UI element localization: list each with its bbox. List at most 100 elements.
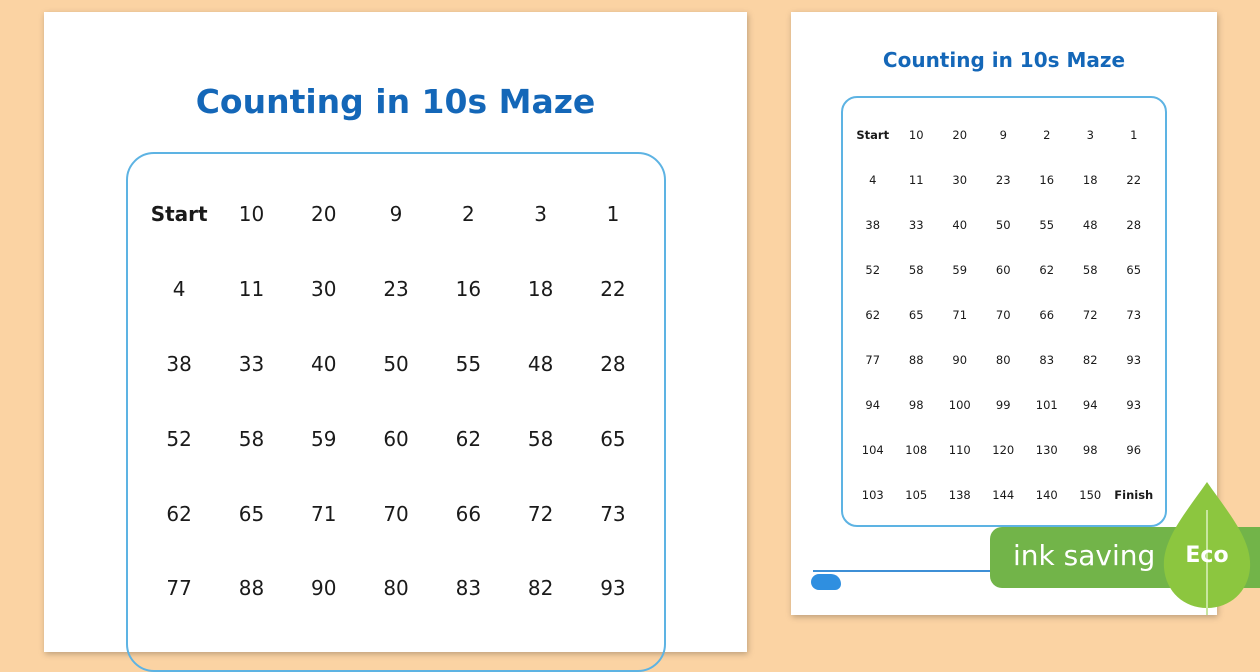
maze-cell: 98 — [1082, 442, 1098, 457]
maze-finish-cell: Finish — [1114, 487, 1154, 502]
maze-cell: 103 — [861, 487, 884, 502]
maze-cell: 20 — [952, 127, 968, 142]
maze-cell: 22 — [1126, 172, 1142, 187]
maze-cell: 140 — [1035, 487, 1058, 502]
maze-cell: 30 — [311, 277, 337, 302]
maze-cell: 18 — [1082, 172, 1098, 187]
maze-cell: 71 — [311, 501, 337, 526]
maze-cell: 65 — [1126, 262, 1142, 277]
maze-cell: 66 — [455, 501, 482, 526]
maze-cell: 33 — [238, 351, 265, 376]
ink-saving-label: ink saving — [1013, 539, 1156, 572]
maze-cell: 48 — [527, 351, 554, 376]
maze-cell: 105 — [905, 487, 928, 502]
maze-cell: 90 — [952, 352, 968, 367]
maze-cell: 58 — [527, 426, 554, 451]
maze-cell: 99 — [995, 397, 1011, 412]
maze-cell: 11 — [908, 172, 924, 187]
maze-cell: 90 — [311, 576, 337, 601]
maze-cell: 38 — [865, 217, 881, 232]
maze-cell: 72 — [527, 501, 554, 526]
maze-cell: 58 — [1082, 262, 1098, 277]
maze-cell: 4 — [172, 277, 186, 302]
maze-cell: 94 — [1082, 397, 1098, 412]
maze-cell: 98 — [908, 397, 924, 412]
maze-cell: 1 — [1130, 127, 1138, 142]
maze-cell: 3 — [534, 202, 547, 227]
maze-cell: 65 — [908, 307, 924, 322]
maze-start-cell: Start — [150, 202, 208, 227]
maze-cell: 11 — [238, 277, 265, 302]
maze-cell: 55 — [1039, 217, 1055, 232]
maze-cell: 59 — [311, 426, 337, 451]
maze-cell: 38 — [166, 351, 192, 376]
maze-cell: 93 — [1126, 352, 1142, 367]
maze-cell: 77 — [865, 352, 881, 367]
maze-cell: 9 — [999, 127, 1007, 142]
maze-cell: 23 — [383, 277, 409, 302]
maze-grid: Start 10 20 9 2 3 1 4 11 30 23 16 18 22 38 33 40 50 55 48 28… — [851, 112, 1156, 517]
maze-cell: 55 — [455, 351, 482, 376]
maze-cell: 62 — [865, 307, 881, 322]
maze-cell: 10 — [238, 202, 265, 227]
maze-cell: 48 — [1082, 217, 1098, 232]
maze-cell: 40 — [952, 217, 968, 232]
maze-grid: Start 10 20 9 2 3 1 4 11 30 23 16 18 22 38 33 40 50 55 48 28… — [143, 177, 649, 626]
maze-cell: 100 — [948, 397, 971, 412]
maze-cell: 52 — [865, 262, 881, 277]
maze-cell: 65 — [600, 426, 626, 451]
maze-cell: 20 — [311, 202, 337, 227]
maze-cell: 71 — [952, 307, 968, 322]
maze-cell: 88 — [908, 352, 924, 367]
maze-cell: 65 — [238, 501, 265, 526]
maze-cell: 16 — [1039, 172, 1055, 187]
maze-cell: 120 — [992, 442, 1015, 457]
maze-cell: 80 — [995, 352, 1011, 367]
maze-cell: 88 — [238, 576, 265, 601]
maze-cell: 93 — [1126, 397, 1142, 412]
worksheet-preview-small: Counting in 10s Maze Start 10 20 9 2 3 1 4 11 30 2… — [791, 12, 1217, 615]
worksheet-title: Counting in 10s Maze — [882, 48, 1126, 72]
maze-cell: 130 — [1035, 442, 1058, 457]
maze-start-cell: Start — [856, 127, 890, 142]
maze-cell: 3 — [1086, 127, 1094, 142]
maze-cell: 82 — [527, 576, 554, 601]
eco-label: Eco — [1185, 543, 1229, 568]
maze-cell: 77 — [166, 576, 192, 601]
maze-cell: 30 — [952, 172, 968, 187]
maze-cell: 73 — [1126, 307, 1142, 322]
maze-cell: 52 — [166, 426, 192, 451]
maze-cell: 16 — [455, 277, 482, 302]
maze-cell: 80 — [383, 576, 409, 601]
maze-cell: 93 — [600, 576, 626, 601]
eco-leaf-icon — [1163, 482, 1251, 615]
maze-cell: 70 — [995, 307, 1011, 322]
publisher-logo-icon — [811, 574, 841, 590]
maze-cell: 60 — [383, 426, 409, 451]
maze-cell: 50 — [383, 351, 409, 376]
maze-cell: 22 — [600, 277, 626, 302]
maze-cell: 110 — [948, 442, 971, 457]
maze-border — [841, 96, 1167, 527]
maze-cell: 150 — [1079, 487, 1102, 502]
maze-cell: 70 — [383, 501, 409, 526]
maze-cell: 82 — [1082, 352, 1098, 367]
maze-cell: 50 — [995, 217, 1011, 232]
maze-cell: 28 — [1126, 217, 1142, 232]
maze-cell: 83 — [455, 576, 482, 601]
maze-cell: 33 — [908, 217, 924, 232]
maze-cell: 66 — [1039, 307, 1055, 322]
maze-cell: 4 — [869, 172, 877, 187]
maze-cell: 101 — [1035, 397, 1058, 412]
maze-cell: 59 — [952, 262, 968, 277]
maze-cell: 58 — [908, 262, 924, 277]
maze-cell: 94 — [865, 397, 881, 412]
maze-cell: 40 — [311, 351, 337, 376]
maze-cell: 58 — [238, 426, 265, 451]
maze-cell: 2 — [461, 202, 475, 227]
maze-cell: 23 — [995, 172, 1011, 187]
maze-cell: 62 — [1039, 262, 1055, 277]
maze-cell: 10 — [908, 127, 924, 142]
maze-cell: 73 — [600, 501, 626, 526]
maze-cell: 104 — [861, 442, 884, 457]
